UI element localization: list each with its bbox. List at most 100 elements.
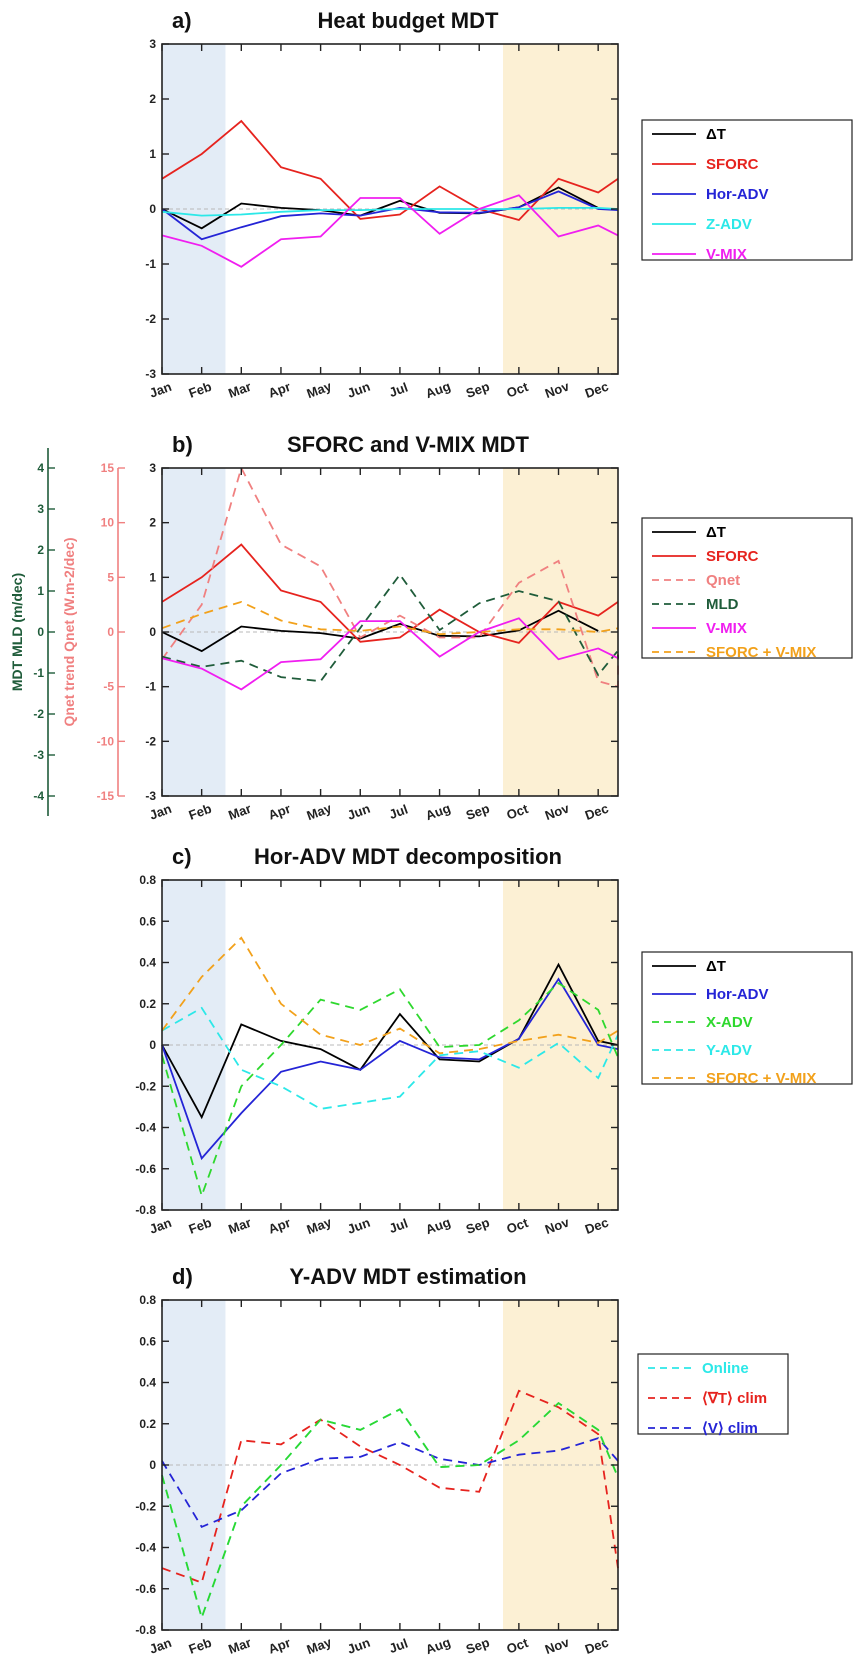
ytick-label: 0.8 (139, 873, 156, 887)
qnet-tick-label: 5 (107, 570, 114, 584)
legend-label: Online (702, 1360, 749, 1377)
series-line-5 (161, 600, 619, 636)
legend-label: Y-ADV (706, 1042, 752, 1059)
series-line-3 (161, 1006, 619, 1110)
xtick-label: Nov (543, 378, 572, 401)
legend: ΔT SFORC Qnet MLD V-MIX SFORC + V-MIX (641, 517, 853, 661)
series-line-3 (161, 573, 619, 683)
legend-label: V-MIX (706, 246, 747, 263)
xtick-label: Sep (464, 1215, 492, 1237)
ytick-label: -0.8 (135, 1623, 156, 1637)
ytick-label: -1 (145, 680, 156, 694)
legend-label: ⟨V⟩ clim (702, 1420, 758, 1437)
legend-box (641, 517, 853, 659)
ytick-label: -1 (145, 257, 156, 271)
xtick-label: Jun (345, 801, 372, 823)
legend-label: Hor-ADV (706, 986, 769, 1003)
panel-letter: b) (172, 432, 193, 457)
xtick-label: Dec (583, 801, 611, 823)
xtick-label: Jun (345, 379, 372, 401)
panel-letter: c) (172, 844, 192, 869)
xtick-label: Dec (583, 1215, 611, 1237)
xtick-label: Mar (226, 379, 253, 401)
xtick-label: Aug (424, 1214, 453, 1237)
xtick-label: Apr (266, 1635, 292, 1657)
xtick-label: Mar (226, 801, 253, 823)
xtick-label: Jun (345, 1635, 372, 1657)
xtick-label: Aug (424, 1634, 453, 1657)
qnet-tick-label: 10 (101, 516, 115, 530)
qnet-tick-label: 0 (107, 625, 114, 639)
legend-box (641, 951, 853, 1085)
series-line-1 (161, 1389, 619, 1584)
series-line-4 (161, 617, 619, 691)
xtick-label: Feb (187, 379, 214, 401)
xtick-label: Feb (187, 1635, 214, 1657)
legend-label: SFORC + V-MIX (706, 644, 816, 661)
mld-axis-label: MDT MLD (m/dec) (9, 573, 25, 691)
series-line-0 (161, 962, 619, 1120)
xtick-label: Jul (387, 1216, 410, 1237)
legend-label: Z-ADV (706, 216, 752, 233)
legend-label: SFORC + V-MIX (706, 1070, 816, 1087)
panel-letter: d) (172, 1264, 193, 1289)
ytick-label: -0.4 (135, 1541, 156, 1555)
series-line-1 (161, 977, 619, 1161)
legend-label: SFORC (706, 156, 759, 173)
legend-label: SFORC (706, 548, 759, 565)
series-line-3 (161, 1401, 619, 1621)
ytick-label: -0.6 (135, 1582, 156, 1596)
xtick-label: Jan (147, 1215, 173, 1237)
panel-title: Heat budget MDT (318, 8, 499, 33)
ytick-label: 0.6 (139, 1334, 156, 1348)
ytick-label: 0 (149, 1458, 156, 1472)
mld-tick-label: 0 (37, 625, 44, 639)
qnet-tick-label: 15 (101, 461, 115, 475)
xtick-label: May (305, 1214, 335, 1237)
ytick-label: 0 (149, 202, 156, 216)
legend-label: ΔT (706, 126, 726, 143)
xtick-label: Apr (266, 379, 292, 401)
mld-tick-label: -2 (33, 707, 44, 721)
panel-letter: a) (172, 8, 192, 33)
mld-tick-label: 1 (37, 584, 44, 598)
ytick-label: -3 (145, 789, 156, 803)
ytick-label: 3 (149, 461, 156, 475)
ytick-label: 1 (149, 570, 156, 584)
legend-label: V-MIX (706, 620, 747, 637)
xtick-label: Oct (505, 1635, 531, 1657)
xtick-label: Feb (187, 1215, 214, 1237)
xtick-label: May (305, 1634, 335, 1657)
legend-label: ΔT (706, 524, 726, 541)
ytick-label: 3 (149, 37, 156, 51)
mld-tick-label: 4 (37, 461, 44, 475)
legend-label: MLD (706, 596, 739, 613)
xtick-label: Mar (226, 1215, 253, 1237)
qnet-tick-label: -15 (97, 789, 115, 803)
xtick-label: May (305, 800, 335, 823)
series-line-3 (161, 206, 619, 217)
ytick-label: 2 (149, 516, 156, 530)
ytick-label: -0.8 (135, 1203, 156, 1217)
xtick-label: Oct (505, 801, 531, 823)
qnet-axis-label: Qnet trend Qnet (W.m-2/dec) (61, 537, 77, 726)
ytick-label: -2 (145, 734, 156, 748)
xtick-label: Jun (345, 1215, 372, 1237)
ytick-label: -0.6 (135, 1162, 156, 1176)
xtick-label: Nov (543, 800, 572, 823)
legend-label: ⟨∇T⟩ clim (702, 1390, 767, 1407)
xtick-label: Jul (387, 380, 410, 401)
ytick-label: 0.2 (139, 1417, 156, 1431)
xtick-label: Aug (424, 800, 453, 823)
mld-tick-label: 2 (37, 543, 44, 557)
series-line-2 (161, 190, 619, 241)
xtick-label: Jul (387, 802, 410, 823)
series-line-4 (161, 194, 619, 268)
ytick-label: 0.8 (139, 1293, 156, 1307)
ytick-label: 1 (149, 147, 156, 161)
legend-box (641, 119, 853, 261)
xtick-label: Jan (147, 379, 173, 401)
legend-label: X-ADV (706, 1014, 753, 1031)
